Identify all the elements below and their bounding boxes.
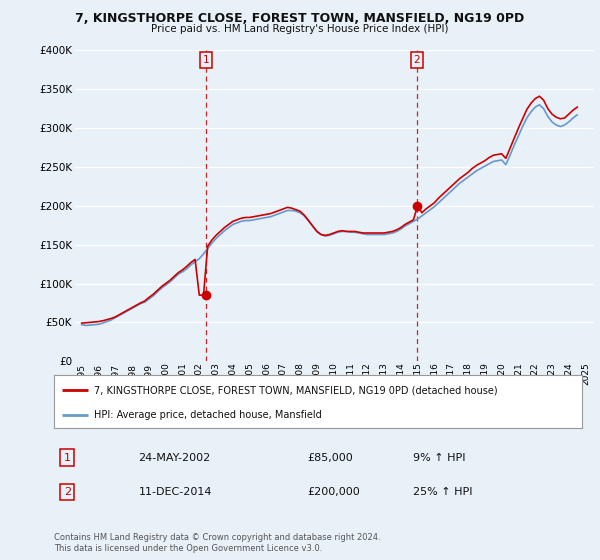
- Text: 7, KINGSTHORPE CLOSE, FOREST TOWN, MANSFIELD, NG19 0PD: 7, KINGSTHORPE CLOSE, FOREST TOWN, MANSF…: [76, 12, 524, 25]
- Text: £200,000: £200,000: [307, 487, 360, 497]
- Text: £85,000: £85,000: [307, 452, 353, 463]
- Text: 11-DEC-2014: 11-DEC-2014: [139, 487, 212, 497]
- Text: 2: 2: [64, 487, 71, 497]
- Text: 24-MAY-2002: 24-MAY-2002: [139, 452, 211, 463]
- Text: 25% ↑ HPI: 25% ↑ HPI: [413, 487, 473, 497]
- Text: 9% ↑ HPI: 9% ↑ HPI: [413, 452, 466, 463]
- Text: 7, KINGSTHORPE CLOSE, FOREST TOWN, MANSFIELD, NG19 0PD (detached house): 7, KINGSTHORPE CLOSE, FOREST TOWN, MANSF…: [94, 385, 497, 395]
- Text: HPI: Average price, detached house, Mansfield: HPI: Average price, detached house, Mans…: [94, 410, 322, 420]
- Text: 1: 1: [64, 452, 71, 463]
- Text: Price paid vs. HM Land Registry's House Price Index (HPI): Price paid vs. HM Land Registry's House …: [151, 24, 449, 34]
- Text: 2: 2: [413, 55, 420, 65]
- Text: 1: 1: [203, 55, 209, 65]
- Text: Contains HM Land Registry data © Crown copyright and database right 2024.
This d: Contains HM Land Registry data © Crown c…: [54, 533, 380, 553]
